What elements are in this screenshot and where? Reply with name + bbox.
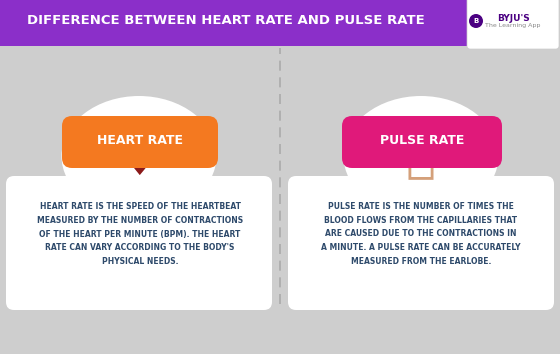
Text: HEART RATE IS THE SPEED OF THE HEARTBEAT
MEASURED BY THE NUMBER OF CONTRACTIONS
: HEART RATE IS THE SPEED OF THE HEARTBEAT… (37, 202, 243, 266)
Ellipse shape (343, 96, 498, 216)
FancyBboxPatch shape (6, 176, 272, 310)
FancyBboxPatch shape (288, 176, 554, 310)
Text: B: B (473, 18, 479, 24)
FancyBboxPatch shape (62, 116, 218, 168)
FancyBboxPatch shape (0, 0, 474, 46)
Text: ✋: ✋ (406, 132, 436, 180)
Text: DIFFERENCE BETWEEN HEART RATE AND PULSE RATE: DIFFERENCE BETWEEN HEART RATE AND PULSE … (27, 15, 424, 28)
FancyBboxPatch shape (467, 0, 559, 49)
Text: PULSE RATE: PULSE RATE (380, 135, 464, 148)
Text: BYJU'S: BYJU'S (497, 14, 529, 23)
Text: The Learning App: The Learning App (486, 23, 541, 28)
Circle shape (469, 14, 483, 28)
Text: ♥: ♥ (109, 123, 169, 189)
Ellipse shape (62, 96, 217, 216)
Text: HEART RATE: HEART RATE (97, 135, 183, 148)
Text: PULSE RATE IS THE NUMBER OF TIMES THE
BLOOD FLOWS FROM THE CAPILLARIES THAT
ARE : PULSE RATE IS THE NUMBER OF TIMES THE BL… (321, 202, 521, 266)
FancyBboxPatch shape (342, 116, 502, 168)
